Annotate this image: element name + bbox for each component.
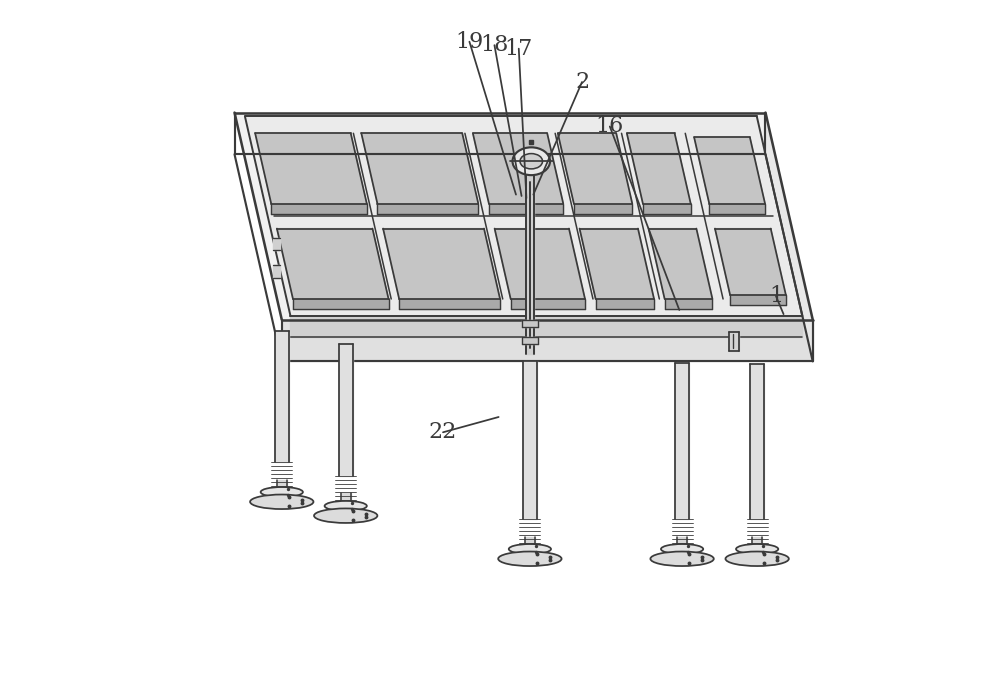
Polygon shape: [709, 204, 765, 214]
Text: 16: 16: [596, 115, 624, 138]
Polygon shape: [729, 332, 739, 351]
Polygon shape: [715, 229, 786, 295]
Polygon shape: [383, 229, 500, 299]
Polygon shape: [399, 299, 500, 309]
Polygon shape: [750, 364, 764, 519]
Polygon shape: [665, 299, 712, 309]
Polygon shape: [675, 363, 689, 519]
Polygon shape: [273, 238, 280, 250]
Text: 1: 1: [769, 285, 783, 307]
Polygon shape: [522, 337, 538, 344]
Ellipse shape: [261, 487, 303, 497]
Ellipse shape: [513, 147, 550, 175]
Text: 19: 19: [455, 31, 484, 53]
Text: 22: 22: [429, 421, 457, 443]
Polygon shape: [277, 480, 287, 490]
Ellipse shape: [736, 544, 778, 554]
Polygon shape: [489, 204, 563, 214]
Polygon shape: [511, 299, 585, 309]
Ellipse shape: [725, 552, 789, 566]
Ellipse shape: [498, 552, 562, 566]
Ellipse shape: [314, 509, 377, 523]
Polygon shape: [282, 320, 813, 361]
Polygon shape: [522, 320, 538, 327]
Ellipse shape: [650, 552, 714, 566]
Polygon shape: [377, 204, 478, 214]
Polygon shape: [277, 229, 389, 299]
Polygon shape: [473, 133, 563, 204]
Text: 17: 17: [505, 38, 533, 60]
Ellipse shape: [509, 544, 551, 554]
Polygon shape: [275, 331, 289, 462]
Polygon shape: [290, 316, 802, 337]
Polygon shape: [255, 133, 367, 204]
Text: 2: 2: [575, 71, 589, 93]
Polygon shape: [752, 537, 762, 547]
Polygon shape: [730, 295, 786, 305]
Polygon shape: [271, 204, 367, 214]
Polygon shape: [273, 265, 280, 278]
Polygon shape: [694, 138, 765, 204]
Polygon shape: [523, 361, 537, 519]
Polygon shape: [574, 204, 632, 214]
Polygon shape: [293, 299, 389, 309]
Polygon shape: [677, 537, 687, 547]
Polygon shape: [643, 204, 691, 214]
Polygon shape: [341, 493, 351, 504]
Text: 18: 18: [480, 34, 509, 56]
Polygon shape: [339, 344, 353, 476]
Ellipse shape: [661, 544, 703, 554]
Polygon shape: [580, 229, 654, 299]
Polygon shape: [765, 113, 813, 361]
Ellipse shape: [325, 501, 367, 511]
Polygon shape: [235, 113, 813, 320]
Polygon shape: [558, 133, 632, 204]
Polygon shape: [525, 537, 535, 547]
Polygon shape: [361, 133, 478, 204]
Polygon shape: [526, 163, 534, 354]
Polygon shape: [495, 229, 585, 299]
Ellipse shape: [250, 495, 313, 509]
Polygon shape: [627, 133, 691, 204]
Polygon shape: [245, 116, 802, 316]
Polygon shape: [596, 299, 654, 309]
Ellipse shape: [520, 154, 543, 169]
Polygon shape: [649, 229, 712, 299]
